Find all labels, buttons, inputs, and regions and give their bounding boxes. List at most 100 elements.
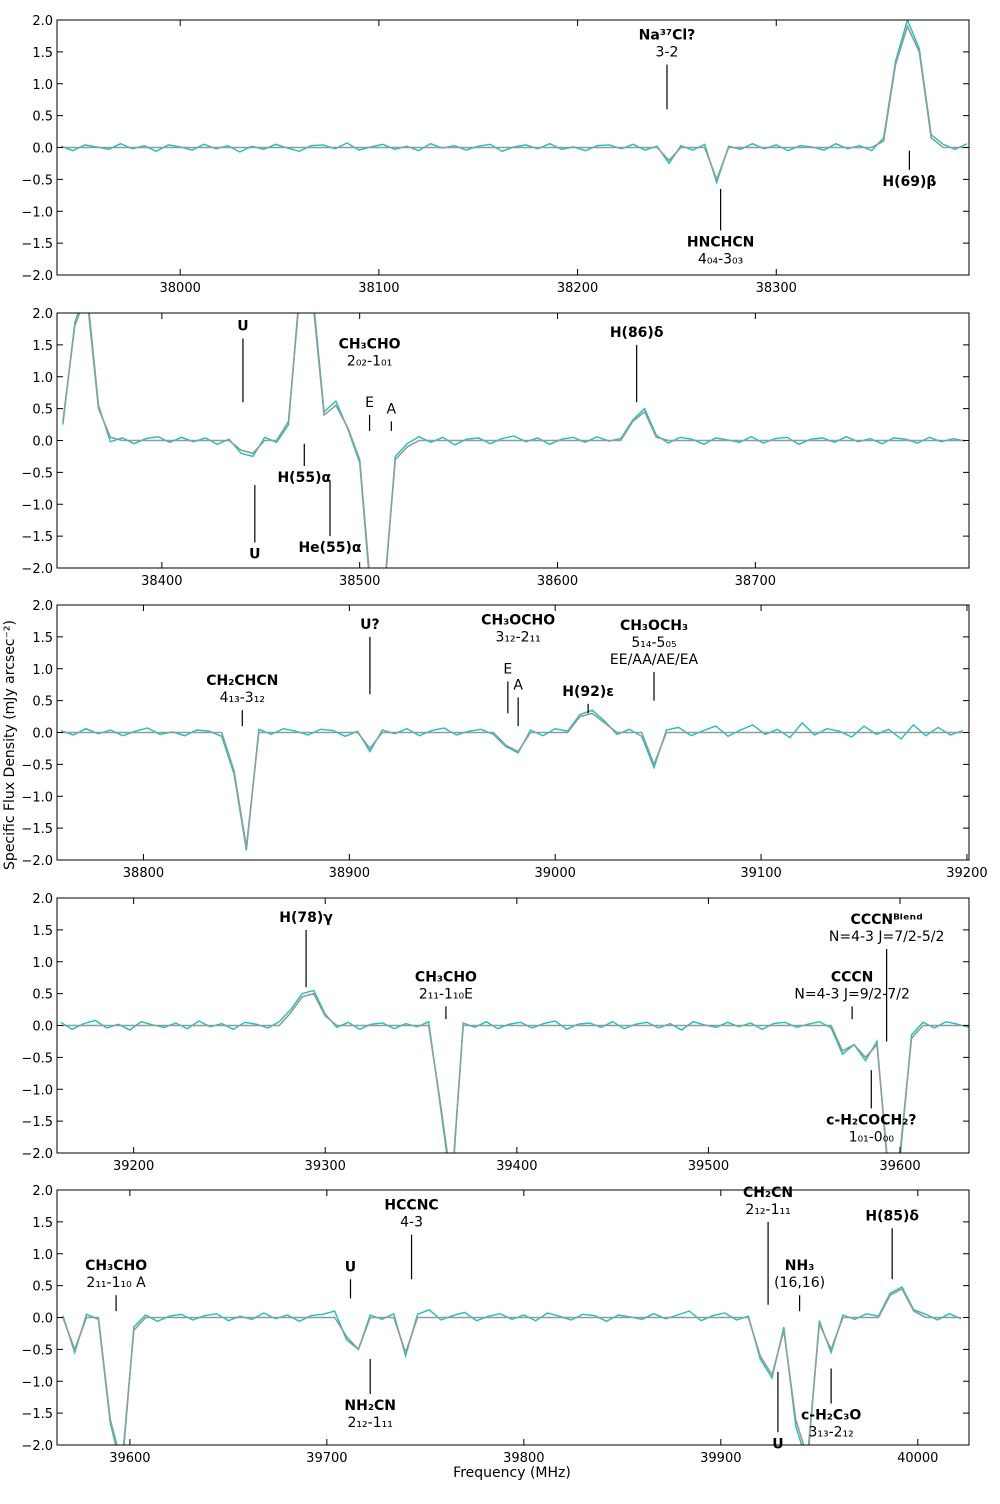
annotation-text: CH₃CHO [85, 1258, 147, 1274]
x-tick-label: 39300 [305, 1159, 346, 1174]
y-tick-label: −2.0 [21, 854, 53, 869]
y-tick-label: 0.5 [32, 695, 53, 710]
y-tick-label: −1.5 [21, 822, 53, 837]
annotation-text: H(69)β [882, 174, 936, 190]
annotation-text: 2₁₂-1₁₁ [745, 1202, 790, 1218]
y-tick-label: 2.0 [32, 14, 53, 29]
x-tick-label: 39500 [688, 1159, 729, 1174]
annotation-text: 2₁₁-1₁₀ A [86, 1275, 146, 1291]
y-tick-label: 1.0 [32, 956, 53, 971]
annotation-text: 1₀₁-0₀₀ [849, 1129, 895, 1145]
y-tick-label: −2.0 [21, 1439, 53, 1454]
y-tick-label: −1.0 [21, 205, 53, 220]
x-tick-label: 38000 [160, 281, 201, 296]
y-tick-label: 2.0 [32, 599, 53, 614]
annotation-text: 2₁₁-1₁₀E [419, 986, 473, 1002]
y-axis-label: Specific Flux Density (mJy arcsec⁻²) [2, 620, 18, 870]
panel: −2.0 −1.5 −1.0 −0.5 0.0 0.5 1.0 1.5 2.0 38800 3890… [21, 599, 987, 881]
annotation-text: 2₀₂-1₀₁ [347, 354, 392, 370]
annotation-text: H(86)δ [610, 325, 664, 341]
x-tick-label: 39800 [503, 1451, 544, 1466]
x-tick-label: 39900 [700, 1451, 741, 1466]
y-tick-label: 2.0 [32, 307, 53, 322]
x-tick-label: 38900 [329, 866, 370, 881]
annotation-text: NH₂CN [344, 1398, 396, 1414]
annotation-text: E [503, 662, 512, 678]
panel: −2.0 −1.5 −1.0 −0.5 0.0 0.5 1.0 1.5 2.0 39200 3930… [21, 892, 970, 1174]
y-tick-label: 0.5 [32, 403, 53, 418]
x-tick-label: 39700 [306, 1451, 347, 1466]
x-tick-label: 39200 [113, 1159, 154, 1174]
model-spectrum [60, 992, 969, 1153]
y-tick-label: 0.5 [32, 110, 53, 125]
y-tick-label: −1.5 [21, 237, 53, 252]
annotation-text: H(85)δ [865, 1208, 919, 1224]
annotation-text: N=4-3 J=9/2-7/2 [794, 986, 910, 1002]
x-tick-label: 39000 [535, 866, 576, 881]
annotation-text: A [513, 677, 523, 693]
y-tick-label: −2.0 [21, 562, 53, 577]
annotation-text: 3₁₂-2₁₁ [495, 630, 540, 646]
y-tick-label: −2.0 [21, 269, 53, 284]
y-tick-label: −1.0 [21, 790, 53, 805]
annotation-text: 4-3 [400, 1215, 423, 1231]
y-tick-label: 1.5 [32, 46, 53, 61]
annotation-text: U? [360, 617, 380, 633]
panel: −2.0 −1.5 −1.0 −0.5 0.0 0.5 1.0 1.5 2.0 38400 3850… [21, 307, 970, 589]
annotation-text: CH₃CHO [415, 969, 477, 985]
y-tick-label: −1.5 [21, 1115, 53, 1130]
y-tick-label: 1.5 [32, 924, 53, 939]
annotation-text: CH₃OCH₃ [620, 618, 688, 634]
y-tick-label: 1.0 [32, 78, 53, 93]
x-tick-label: 38200 [557, 281, 598, 296]
annotation-text: (16,16) [774, 1275, 825, 1291]
annotation-text: U [237, 319, 248, 335]
model-spectrum [61, 24, 967, 182]
model-spectrum [61, 712, 963, 848]
annotation-text: CH₂CHCN [206, 673, 278, 689]
y-tick-label: 0.0 [32, 142, 53, 157]
annotation-text: 3-2 [656, 45, 679, 61]
x-tick-label: 38300 [756, 281, 797, 296]
x-tick-label: 38700 [735, 574, 776, 589]
y-tick-label: 1.5 [32, 339, 53, 354]
x-tick-label: 38600 [537, 574, 578, 589]
annotation-text: NH₃ [785, 1258, 815, 1274]
y-tick-label: 0.0 [32, 435, 53, 450]
y-tick-label: 0.0 [32, 727, 53, 742]
annotation-text: Na³⁷Cl? [639, 28, 696, 44]
y-tick-label: −2.0 [21, 1147, 53, 1162]
y-tick-label: −0.5 [21, 173, 53, 188]
y-tick-label: 1.0 [32, 1248, 53, 1263]
y-tick-label: −0.5 [21, 466, 53, 481]
y-tick-label: −0.5 [21, 1051, 53, 1066]
y-tick-label: 0.5 [32, 988, 53, 1003]
y-tick-label: −1.0 [21, 1375, 53, 1390]
y-tick-label: −1.0 [21, 498, 53, 513]
model-spectrum [62, 1287, 962, 1445]
y-tick-label: 0.5 [32, 1280, 53, 1295]
annotation-text: 2₁₂-1₁₁ [348, 1415, 393, 1431]
annotation-text: U [249, 547, 260, 563]
annotation-text: HNCHCN [687, 234, 754, 250]
panel: −2.0 −1.5 −1.0 −0.5 0.0 0.5 1.0 1.5 2.0 39600 3970… [21, 1184, 970, 1466]
annotation-text: c-H₂C₃O [801, 1408, 861, 1424]
x-tick-label: 39100 [740, 866, 781, 881]
annotation-text: CH₂CN [743, 1185, 793, 1201]
x-tick-label: 38400 [141, 574, 182, 589]
y-tick-label: 0.0 [32, 1312, 53, 1327]
annotation-text: EE/AA/AE/EA [610, 652, 699, 668]
annotation-text: c-H₂COCH₂? [826, 1112, 916, 1128]
y-tick-label: −1.5 [21, 1407, 53, 1422]
y-tick-label: 1.0 [32, 663, 53, 678]
y-tick-label: 1.0 [32, 371, 53, 386]
annotation-text: U [772, 1436, 783, 1452]
y-tick-label: 1.5 [32, 1216, 53, 1231]
annotation-text: A [387, 401, 397, 417]
y-tick-label: −0.5 [21, 1343, 53, 1358]
annotation-text: CH₃CHO [339, 337, 401, 353]
annotation-text: 5₁₄-5₀₅ [631, 635, 676, 651]
x-axis-label: Frequency (MHz) [453, 1465, 571, 1481]
x-tick-label: 38100 [358, 281, 399, 296]
